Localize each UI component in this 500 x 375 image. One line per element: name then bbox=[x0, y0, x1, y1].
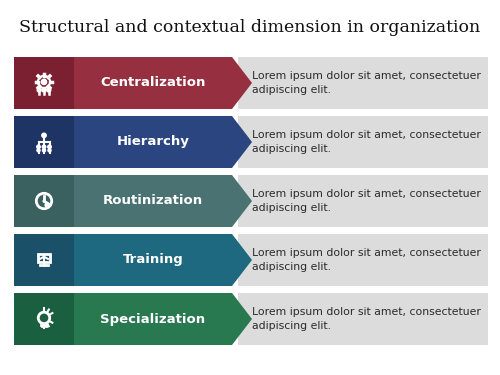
Circle shape bbox=[42, 88, 46, 92]
Polygon shape bbox=[14, 57, 252, 109]
Bar bbox=[38, 254, 50, 262]
Circle shape bbox=[48, 145, 52, 148]
Bar bbox=[238, 234, 488, 286]
Circle shape bbox=[37, 149, 40, 152]
Text: Centralization: Centralization bbox=[100, 76, 206, 90]
Text: Specialization: Specialization bbox=[100, 312, 206, 326]
Text: Lorem ipsum dolor sit amet, consectetuer
adipiscing elit.: Lorem ipsum dolor sit amet, consectetuer… bbox=[252, 189, 481, 213]
Polygon shape bbox=[14, 293, 252, 345]
Circle shape bbox=[45, 203, 50, 207]
Bar bbox=[238, 175, 488, 227]
Bar bbox=[14, 293, 74, 345]
Circle shape bbox=[36, 145, 40, 148]
Circle shape bbox=[42, 133, 46, 138]
Text: Lorem ipsum dolor sit amet, consectetuer
adipiscing elit.: Lorem ipsum dolor sit amet, consectetuer… bbox=[252, 307, 481, 331]
Text: Training: Training bbox=[122, 254, 184, 267]
Bar bbox=[238, 57, 488, 109]
Polygon shape bbox=[14, 116, 252, 168]
Circle shape bbox=[37, 88, 41, 92]
Bar bbox=[14, 116, 74, 168]
Text: Structural and contextual dimension in organization: Structural and contextual dimension in o… bbox=[20, 20, 480, 36]
Text: Lorem ipsum dolor sit amet, consectetuer
adipiscing elit.: Lorem ipsum dolor sit amet, consectetuer… bbox=[252, 130, 481, 154]
Bar bbox=[14, 175, 74, 227]
Circle shape bbox=[42, 79, 46, 84]
Text: Lorem ipsum dolor sit amet, consectetuer
adipiscing elit.: Lorem ipsum dolor sit amet, consectetuer… bbox=[252, 71, 481, 95]
Bar bbox=[238, 293, 488, 345]
Polygon shape bbox=[14, 175, 252, 227]
Bar bbox=[238, 116, 488, 168]
Text: Hierarchy: Hierarchy bbox=[116, 135, 190, 148]
Circle shape bbox=[42, 149, 45, 152]
Circle shape bbox=[48, 149, 51, 152]
Bar bbox=[14, 57, 74, 109]
Text: Routinization: Routinization bbox=[103, 195, 203, 207]
Text: Lorem ipsum dolor sit amet, consectetuer
adipiscing elit.: Lorem ipsum dolor sit amet, consectetuer… bbox=[252, 248, 481, 272]
Polygon shape bbox=[14, 234, 252, 286]
Bar bbox=[14, 234, 74, 286]
Circle shape bbox=[47, 88, 51, 92]
Circle shape bbox=[42, 145, 46, 148]
